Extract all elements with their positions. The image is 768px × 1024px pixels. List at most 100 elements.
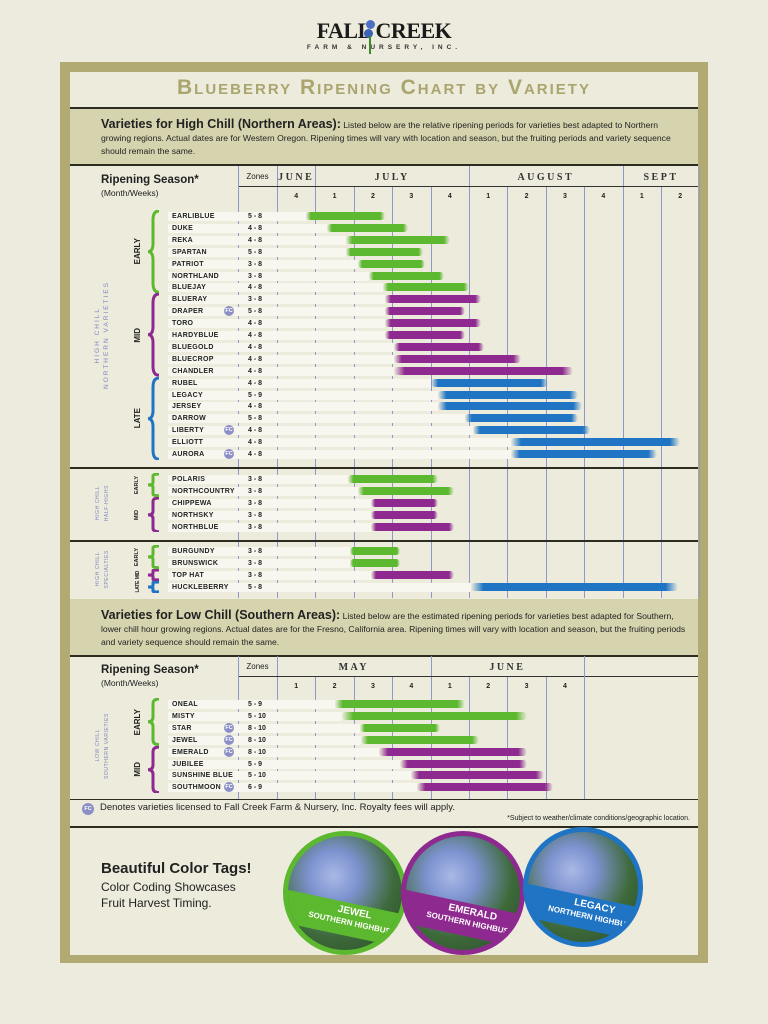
week-label: 4 xyxy=(447,193,452,200)
week-label: 1 xyxy=(332,193,337,200)
table-row xyxy=(168,522,372,532)
gridline xyxy=(507,677,509,799)
section-label-2-box: HALF-HIGHS xyxy=(103,473,112,533)
variety-zones: 4 - 8 xyxy=(248,224,263,232)
group-label-box: MID xyxy=(132,746,144,794)
fc-badge-icon: FC xyxy=(224,782,234,793)
variety-zones: 3 - 8 xyxy=(248,487,263,495)
divider xyxy=(70,164,698,166)
variety-name: NORTHBLUE xyxy=(172,523,219,531)
ripening-bar-northcountry xyxy=(357,486,454,495)
group-label-box: EARLY xyxy=(132,545,144,569)
variety-zones: 5 - 9 xyxy=(248,391,263,399)
section-label-2-box: NORTHERN VARIETIES xyxy=(103,210,112,460)
month-label: SEPT xyxy=(643,172,679,183)
group-label-box: LATE xyxy=(132,377,144,460)
table-row xyxy=(168,700,335,709)
ripening-bar-liberty xyxy=(472,426,590,435)
gridline xyxy=(584,656,586,799)
variety-name: EARLIBLUE xyxy=(172,213,215,220)
group-label: MID xyxy=(133,327,142,343)
brace-icon xyxy=(147,473,160,497)
header-divider xyxy=(238,676,698,677)
group-label: EARLY xyxy=(134,475,141,494)
section-label-1-box: HIGH CHILL xyxy=(94,210,103,460)
group-label: EARLY xyxy=(133,708,142,735)
ripening-bar-reka xyxy=(346,235,450,244)
variety-zones: 3 - 8 xyxy=(248,476,263,483)
group-label-box: LATE xyxy=(132,581,144,593)
fc-badge-icon: FC xyxy=(224,425,234,436)
table-row xyxy=(168,783,418,793)
variety-name: TOP HAT xyxy=(172,571,205,579)
group-label: MID xyxy=(134,509,141,520)
ripening-bar-northblue xyxy=(371,522,454,531)
week-label: 1 xyxy=(294,683,299,690)
variety-name: NORTHSKY xyxy=(172,511,214,519)
variety-name: ONEAL xyxy=(172,701,198,708)
variety-name: LIBERTY xyxy=(172,427,205,435)
week-label: 4 xyxy=(409,683,414,690)
brace-icon xyxy=(147,376,160,460)
variety-zones: 3 - 8 xyxy=(248,571,263,579)
group-label: EARLY xyxy=(133,238,142,265)
month-weeks-label: (Month/Weeks) xyxy=(101,188,159,198)
variety-name: HARDYBLUE xyxy=(172,332,219,339)
variety-zones: 5 - 10 xyxy=(248,712,266,720)
month-divider xyxy=(430,656,432,676)
section-label-2: SOUTHERN VARIETIES xyxy=(104,712,110,779)
month-divider xyxy=(277,166,278,186)
table-row xyxy=(168,582,471,592)
ripening-bar-duke xyxy=(326,223,408,232)
table-row xyxy=(168,307,385,317)
week-label: 2 xyxy=(371,193,375,200)
variety-name: CHANDLER xyxy=(172,367,214,375)
group-label: MID xyxy=(133,762,142,777)
gridline xyxy=(699,166,701,598)
variety-zones: 5 - 8 xyxy=(248,583,263,591)
ripening-bar-jubilee xyxy=(399,759,527,768)
variety-name: STAR xyxy=(172,724,192,732)
table-row xyxy=(168,390,439,400)
variety-zones: 5 - 8 xyxy=(248,308,263,316)
high-chill-intro xyxy=(70,109,698,164)
variety-name: AURORA xyxy=(172,451,205,458)
variety-name: NORTHLAND xyxy=(172,272,220,280)
variety-zones: 4 - 8 xyxy=(248,332,263,339)
variety-zones: 5 - 10 xyxy=(248,772,266,780)
ripening-bar-brunswick xyxy=(349,558,400,567)
variety-zones: 4 - 8 xyxy=(248,367,263,375)
variety-name: BLUEGOLD xyxy=(172,343,214,351)
week-label: 1 xyxy=(486,193,491,200)
variety-zones: 5 - 9 xyxy=(248,760,263,768)
table-row xyxy=(168,438,512,448)
table-row xyxy=(168,342,395,352)
brace-icon xyxy=(147,210,160,294)
variety-zones: 4 - 8 xyxy=(248,439,263,447)
low-chill-intro-text: Varieties for Low Chill (Southern Areas)… xyxy=(101,609,686,649)
week-label: 2 xyxy=(524,193,529,200)
table-row xyxy=(168,570,372,580)
ripening-bar-jewel xyxy=(361,735,479,744)
fc-badge-icon: FC xyxy=(224,449,234,459)
month-divider xyxy=(277,656,278,676)
month-label: MAY xyxy=(338,662,370,673)
high-chill-heading: Varieties for High Chill (Northern Areas… xyxy=(101,117,341,131)
variety-zones: 3 - 8 xyxy=(248,499,263,507)
table-row xyxy=(168,247,347,257)
variety-zones: 3 - 8 xyxy=(248,523,263,531)
ripening-bar-legacy xyxy=(438,390,579,399)
fc-badge-icon: FC xyxy=(224,746,234,757)
variety-name: ELLIOTT xyxy=(172,439,204,447)
ripening-bar-top-hat xyxy=(371,570,454,579)
page-title: Blueberry Ripening Chart by Variety xyxy=(177,76,591,99)
month-divider xyxy=(469,166,470,186)
variety-name: BLUERAY xyxy=(172,296,208,304)
table-row xyxy=(168,271,370,281)
header-divider xyxy=(238,186,698,187)
week-label: 3 xyxy=(563,193,567,200)
month-divider xyxy=(622,166,624,186)
variety-name: EMERALD xyxy=(172,748,209,756)
ripening-bar-polaris xyxy=(348,475,439,483)
